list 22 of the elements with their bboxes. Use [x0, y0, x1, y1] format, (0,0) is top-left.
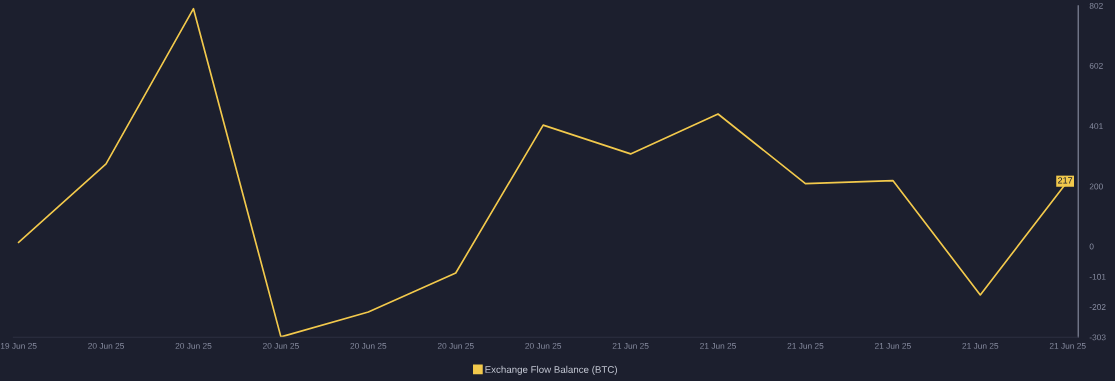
y-tick-label: 200	[1089, 183, 1103, 190]
x-tick-label: 21 Jun 25	[962, 342, 999, 349]
x-tick-label: 21 Jun 25	[612, 342, 649, 349]
y-tick-label: 602	[1089, 62, 1103, 69]
x-tick-label: 20 Jun 25	[175, 342, 212, 349]
x-tick-label: 21 Jun 25	[1049, 342, 1086, 349]
y-tick-label: 0	[1089, 243, 1094, 250]
y-tick-label: -202	[1089, 304, 1106, 310]
x-tick-label: 19 Jun 25	[0, 342, 37, 349]
x-tick-label: 21 Jun 25	[787, 342, 824, 349]
x-tick-label: 20 Jun 25	[437, 342, 474, 349]
x-tick-label: 20 Jun 25	[263, 342, 299, 349]
x-tick-label: 21 Jun 25	[874, 342, 911, 349]
y-tick-label: -101	[1089, 273, 1106, 280]
legend-label: Exchange Flow Balance (BTC)	[485, 365, 617, 375]
x-tick-label: 21 Jun 25	[700, 342, 736, 349]
y-tick-label: -303	[1089, 334, 1106, 341]
x-tick-label: 20 Jun 25	[88, 342, 124, 349]
y-tick-label: 401	[1089, 123, 1103, 130]
x-tick-label: 20 Jun 25	[350, 342, 387, 349]
x-tick-label: 20 Jun 25	[525, 342, 562, 349]
y-tick-label: 802	[1089, 2, 1103, 9]
